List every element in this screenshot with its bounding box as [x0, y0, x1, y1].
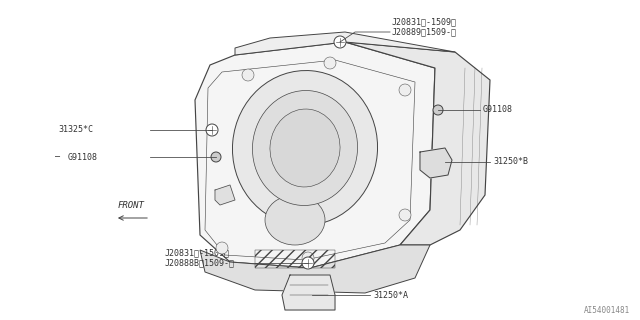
Text: J20831（-1509）: J20831（-1509） [392, 17, 457, 26]
Ellipse shape [302, 252, 314, 264]
Polygon shape [282, 275, 335, 310]
Text: 31250*B: 31250*B [493, 157, 528, 166]
Polygon shape [235, 32, 455, 55]
Text: 31250*A: 31250*A [373, 291, 408, 300]
Ellipse shape [433, 105, 443, 115]
Ellipse shape [216, 242, 228, 254]
Ellipse shape [252, 91, 358, 205]
Text: AI54001481: AI54001481 [584, 306, 630, 315]
Ellipse shape [265, 195, 325, 245]
Ellipse shape [242, 69, 254, 81]
Text: J20831（-1509）: J20831（-1509） [165, 248, 230, 257]
Text: G91108: G91108 [68, 153, 98, 162]
Text: FRONT: FRONT [118, 201, 145, 210]
Text: J20889（1509-）: J20889（1509-） [392, 27, 457, 36]
Polygon shape [420, 148, 452, 178]
Text: —: — [55, 153, 60, 162]
Polygon shape [200, 245, 430, 293]
Text: G91108: G91108 [483, 106, 513, 115]
Ellipse shape [399, 209, 411, 221]
Polygon shape [195, 42, 435, 268]
Ellipse shape [206, 124, 218, 136]
Text: J20888B（1509-）: J20888B（1509-） [165, 258, 235, 267]
Ellipse shape [232, 70, 378, 226]
Ellipse shape [324, 57, 336, 69]
Ellipse shape [334, 36, 346, 48]
Ellipse shape [270, 109, 340, 187]
Ellipse shape [302, 257, 314, 269]
Ellipse shape [399, 84, 411, 96]
Text: 31325*C: 31325*C [58, 125, 93, 134]
Polygon shape [215, 185, 235, 205]
Ellipse shape [211, 152, 221, 162]
Polygon shape [345, 42, 490, 245]
